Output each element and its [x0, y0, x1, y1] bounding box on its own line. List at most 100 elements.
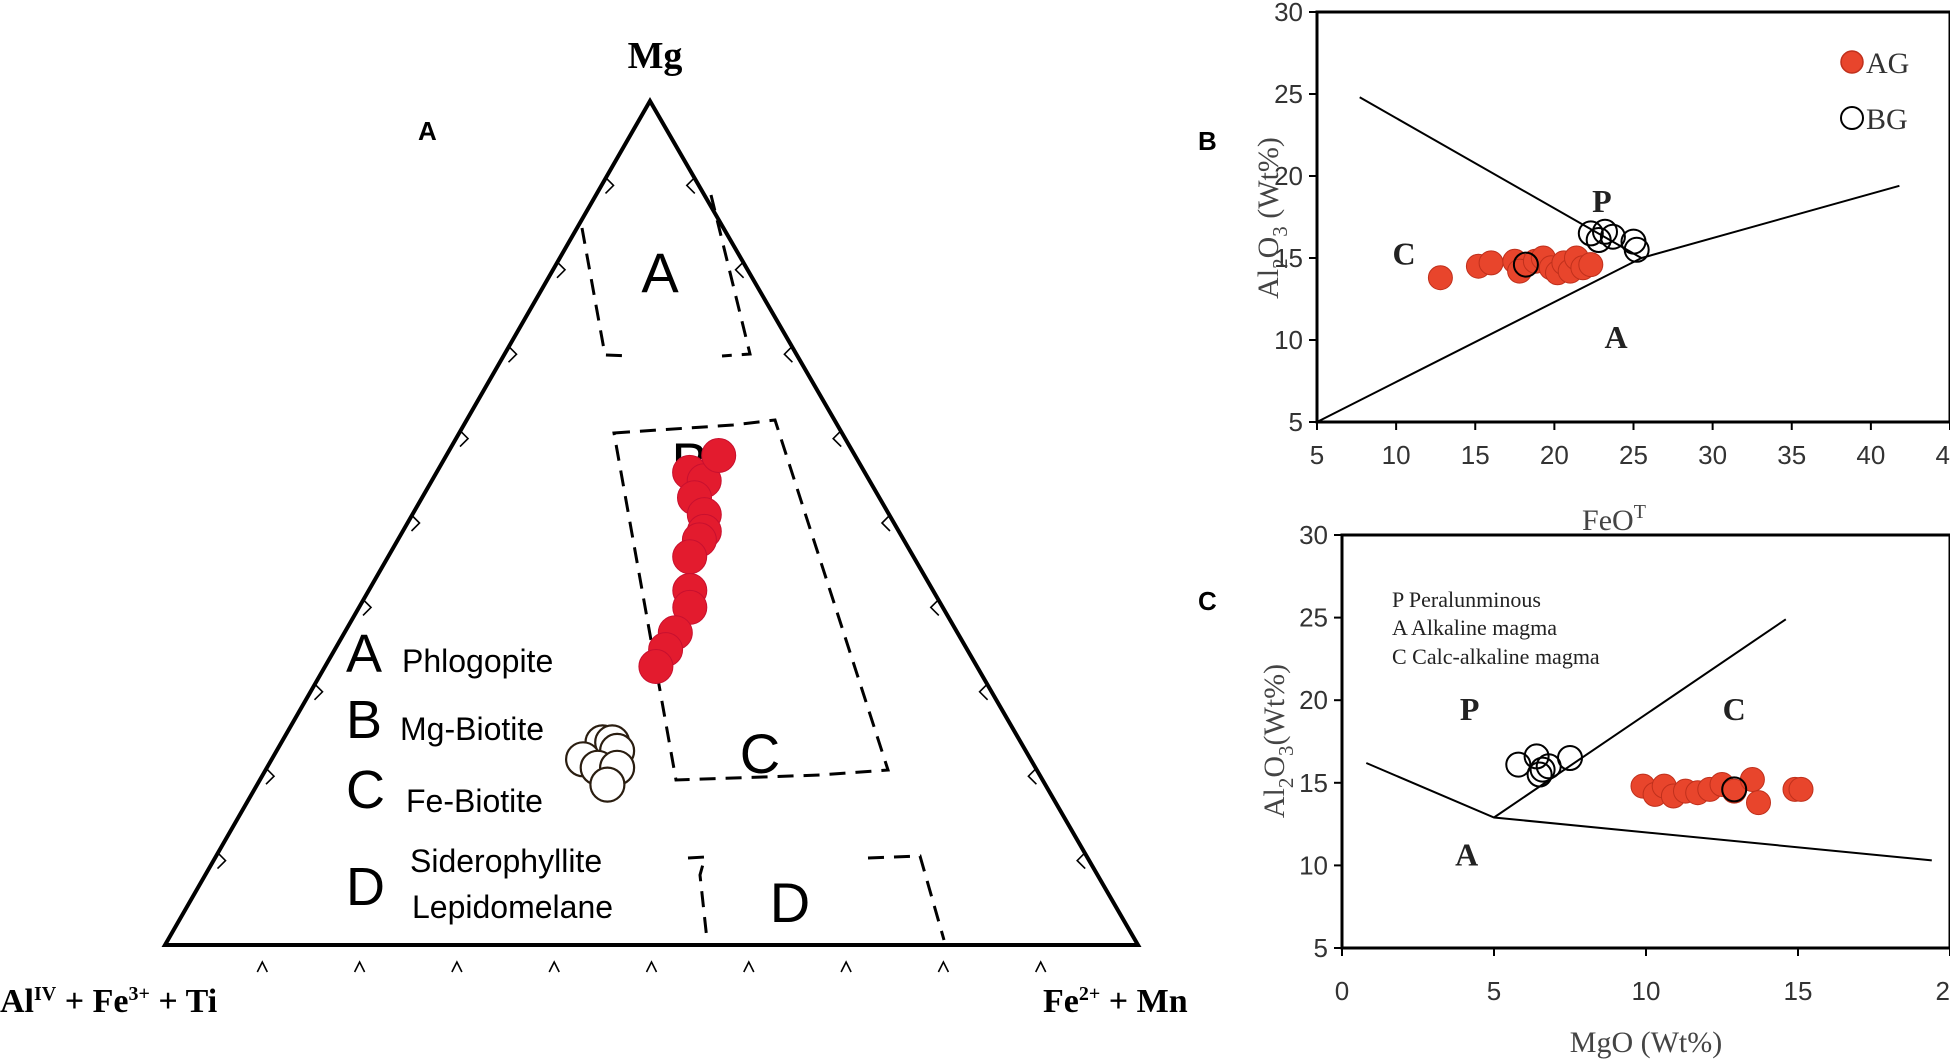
ternary-ticks	[216, 176, 1086, 973]
ternary-point-red	[701, 438, 737, 473]
ternary-triangle	[161, 96, 1142, 947]
tick-left	[604, 176, 615, 194]
panel-a-letter: A	[418, 116, 437, 146]
plot-c-ticks: 0510152051015202530	[1299, 520, 1950, 1006]
legend-name-b: Mg-Biotite	[400, 711, 544, 747]
field-label-a: A	[1605, 319, 1628, 355]
tick-bottom	[353, 960, 366, 973]
tick-left	[410, 514, 421, 532]
ag-point	[1578, 252, 1604, 278]
bg-point	[1599, 223, 1626, 250]
tick-right	[880, 514, 891, 532]
y-tick-label: 10	[1274, 325, 1303, 355]
field-a-label: A	[641, 241, 679, 304]
x-tick-label: 25	[1619, 440, 1648, 470]
bg-point	[1585, 227, 1612, 253]
tick-right	[685, 176, 696, 194]
y-tick-label: 15	[1274, 243, 1303, 273]
x-tick-label: 45	[1936, 440, 1950, 470]
plot-c-field-labels: P C A	[1455, 691, 1746, 872]
legend-letter-c: C	[346, 760, 385, 820]
legend-name-d: Siderophyllite	[410, 843, 602, 879]
legend-ag-label: AG	[1866, 47, 1909, 80]
plot-b-frame	[1315, 10, 1950, 424]
tick-left	[216, 852, 227, 870]
plot-b-points	[1427, 218, 1650, 291]
x-tick-label: 35	[1777, 440, 1806, 470]
tick-right	[1076, 852, 1086, 870]
plot-b-legend: AG BG	[1840, 47, 1909, 136]
plot-c-ylabel: Al2O3(Wt%)	[1258, 664, 1298, 818]
tick-right	[734, 261, 745, 279]
tick-bottom	[548, 960, 560, 973]
y-tick-label: 5	[1314, 933, 1328, 963]
x-tick-label: 15	[1461, 440, 1490, 470]
x-tick-label: 20	[1540, 440, 1569, 470]
y-tick-label: 10	[1299, 850, 1328, 880]
field-boundaries	[580, 194, 946, 941]
field-d-label: D	[770, 871, 810, 934]
plot-b-ticks: 5 10 15 20 25 30 35 40 45 5 10 15 20 25 30	[1274, 0, 1950, 470]
boundary-line	[1493, 618, 1787, 819]
tick-left	[265, 767, 276, 785]
y-tick-label: 25	[1274, 79, 1303, 109]
field-label-c: C	[1723, 691, 1746, 727]
tick-bottom	[743, 960, 755, 973]
x-tick-label: 20	[1936, 976, 1950, 1006]
tick-left	[556, 261, 567, 279]
y-tick-label: 15	[1299, 768, 1328, 798]
ternary-point-open	[589, 766, 626, 803]
x-tick-label: 10	[1382, 440, 1411, 470]
x-tick-label: 5	[1310, 440, 1324, 470]
ag-point	[1427, 265, 1453, 291]
ternary-point-red	[672, 539, 708, 575]
tick-bottom	[256, 960, 269, 973]
legend-name-c: Fe-Biotite	[406, 783, 543, 819]
annotation-a: A Alkaline magma	[1392, 615, 1557, 640]
tick-right	[929, 598, 940, 616]
x-tick-label: 10	[1632, 976, 1661, 1006]
plot-c-xlabel: MgO (Wt%)	[1570, 1026, 1722, 1059]
ag-point	[1788, 776, 1814, 802]
plot-c-boundaries	[1365, 618, 1932, 862]
bg-point	[1721, 776, 1748, 803]
legend-bg-marker	[1840, 106, 1864, 130]
panel-b-letter: B	[1198, 126, 1217, 156]
legend-name-d2: Lepidomelane	[412, 889, 613, 925]
y-tick-label: 25	[1299, 603, 1328, 633]
legend-name-a: Phlogopite	[402, 643, 553, 679]
boundary-line	[1316, 184, 1900, 423]
tick-right	[832, 430, 842, 448]
field-label-p: P	[1592, 183, 1612, 219]
field-bc-boundary	[612, 418, 891, 782]
plot-c-points	[1505, 743, 1814, 816]
annotation-p: P Peralunminous	[1392, 587, 1541, 612]
annotation-c: C Calc-alkaline magma	[1392, 644, 1600, 669]
bg-point	[1512, 251, 1539, 278]
tick-left	[362, 598, 373, 616]
ternary-legend: A Phlogopite B Mg-Biotite C Fe-Biotite D…	[346, 624, 613, 925]
plot-c: C 0510152051015202530 PCA P Peralunminou…	[1198, 520, 1950, 1059]
tick-left	[507, 345, 518, 363]
field-a-boundary-right	[709, 194, 752, 358]
panel-c-letter: C	[1198, 586, 1217, 616]
bg-point	[1557, 745, 1583, 771]
tick-bottom	[451, 960, 463, 973]
legend-letter-d: D	[346, 857, 385, 917]
ag-point	[1739, 767, 1765, 792]
plot-b-field-labels: P C A	[1392, 183, 1627, 355]
tick-right	[783, 345, 793, 363]
bg-point	[1577, 220, 1604, 247]
plot-b: B 5101520253035404551015202530 PCA FeOT …	[1198, 0, 1950, 537]
bg-point	[1529, 756, 1556, 783]
x-tick-label: 30	[1698, 440, 1727, 470]
y-tick-label: 20	[1299, 685, 1328, 715]
plot-b-boundaries	[1316, 96, 1900, 423]
ternary-diagram: A Mg AlIV + Fe3+ + Ti Fe2+ + Mn A B C D …	[0, 35, 1188, 1020]
ternary-point-red	[638, 649, 674, 684]
bg-point	[1505, 751, 1532, 778]
x-tick-label: 0	[1335, 976, 1349, 1006]
tick-bottom	[645, 960, 658, 973]
x-tick-label: 15	[1784, 976, 1813, 1006]
